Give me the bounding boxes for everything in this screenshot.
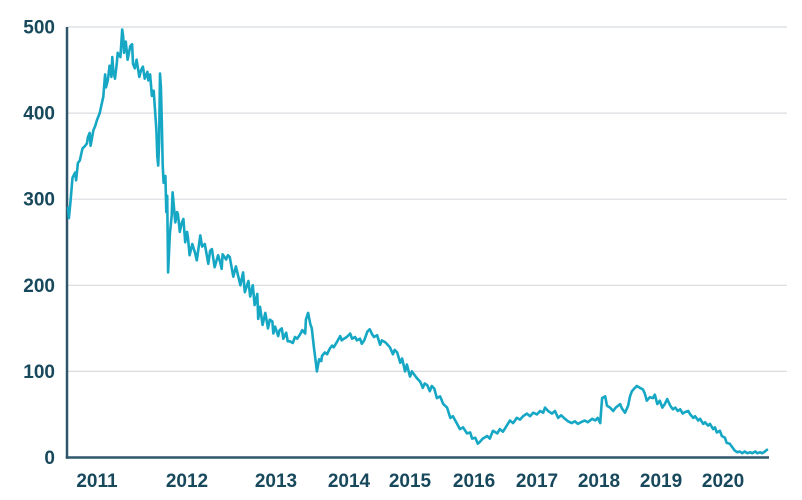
x-tick-label: 2016 <box>453 471 495 492</box>
y-tick-label: 300 <box>23 190 55 211</box>
x-tick-label: 2018 <box>578 471 620 492</box>
data-series-line <box>66 28 769 455</box>
y-tick-label: 100 <box>23 362 55 383</box>
x-tick-label: 2014 <box>328 471 371 492</box>
y-tick-label: 500 <box>23 18 55 39</box>
y-tick-label: 400 <box>23 104 55 125</box>
x-tick-label: 2013 <box>255 471 297 492</box>
x-tick-label: 2012 <box>166 471 208 492</box>
x-tick-label: 2019 <box>640 471 682 492</box>
x-tick-label: 2017 <box>516 471 558 492</box>
x-tick-label: 2020 <box>702 471 744 492</box>
y-tick-label: 200 <box>23 276 55 297</box>
x-tick-label: 2011 <box>76 471 118 492</box>
x-tick-label: 2015 <box>389 471 432 492</box>
y-tick-label: 0 <box>44 448 55 469</box>
